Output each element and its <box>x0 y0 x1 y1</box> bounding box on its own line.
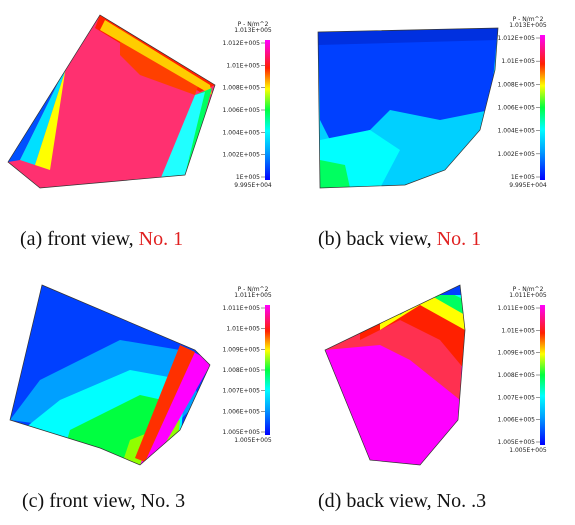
colorbar: P - N/m^21.011E+0051.011E+0051.01E+0051.… <box>498 286 547 454</box>
contour-b <box>300 20 510 200</box>
colorbar-gradient <box>265 40 270 180</box>
colorbar-gradient <box>265 305 270 435</box>
colorbar-tick-label: 1.002E+005 <box>498 151 536 158</box>
colorbar-tick-label: 1.008E+005 <box>498 372 536 379</box>
colorbar-tick-label: 1E+005 <box>511 174 535 181</box>
caption-number: No. .3 <box>437 490 486 512</box>
colorbar-gradient <box>540 35 545 180</box>
colorbar-tick-label: 1.006E+005 <box>498 105 536 112</box>
caption-text: (b) back view, <box>318 228 432 250</box>
caption: (c) front view, No. 3 <box>22 490 185 512</box>
colorbar-min: 9.995E+004 <box>509 182 547 189</box>
colorbar-tick-label: 1.006E+005 <box>223 107 261 114</box>
colorbar-tick-label: 1.005E+005 <box>498 439 536 446</box>
colorbar-tick-label: 1.006E+005 <box>498 417 536 424</box>
colorbar-min: 1.005E+005 <box>234 437 272 444</box>
caption-text: (c) front view, <box>22 490 136 512</box>
colorbar-tick-label: 1.007E+005 <box>498 394 536 401</box>
colorbar-max: 1.013E+005 <box>234 27 272 34</box>
colorbar-tick-label: 1.012E+005 <box>498 35 536 42</box>
colorbar-tick-label: 1.004E+005 <box>223 129 261 136</box>
colorbar-tick-label: 1.01E+005 <box>501 327 535 334</box>
caption-text: (a) front view, <box>20 228 134 250</box>
colorbar-max: 1.013E+005 <box>509 22 547 29</box>
colorbar-tick-label: 1.011E+005 <box>498 305 536 312</box>
colorbar-tick-label: 1.01E+005 <box>226 62 260 69</box>
caption-number: No. 1 <box>139 228 183 250</box>
colorbar-tick-label: 1.004E+005 <box>498 128 536 135</box>
contour-c <box>0 280 220 470</box>
colorbar-tick-label: 1.009E+005 <box>223 346 261 353</box>
colorbar-max: 1.011E+005 <box>509 292 547 299</box>
colorbar-tick-label: 1.005E+005 <box>223 429 261 436</box>
colorbar-tick-label: 1.008E+005 <box>223 85 261 92</box>
colorbar-tick-label: 1.009E+005 <box>498 350 536 357</box>
colorbar: P - N/m^21.013E+0051.012E+0051.01E+0051.… <box>498 16 547 189</box>
colorbar-tick-label: 1.012E+005 <box>223 40 261 47</box>
colorbar: P - N/m^21.013E+0051.012E+0051.01E+0051.… <box>223 21 272 189</box>
colorbar-tick-label: 1.01E+005 <box>226 326 260 333</box>
colorbar-tick-label: 1.002E+005 <box>223 152 261 159</box>
figure: (a) front view, No. 1 (b) back view, No.… <box>0 0 575 525</box>
caption: (a) front view, No. 1 <box>20 228 183 250</box>
caption: (b) back view, No. 1 <box>318 228 481 250</box>
caption-number: No. 1 <box>437 228 481 250</box>
contour-a <box>0 0 230 200</box>
caption-number: No. 3 <box>141 490 185 512</box>
colorbar-tick-label: 1.008E+005 <box>223 367 261 374</box>
caption-text: (d) back view, <box>318 490 432 512</box>
colorbar-min: 9.995E+004 <box>234 182 272 189</box>
colorbar-tick-label: 1.01E+005 <box>501 58 535 65</box>
colorbar-tick-label: 1E+005 <box>236 174 260 181</box>
colorbar-tick-label: 1.008E+005 <box>498 81 536 88</box>
caption: (d) back view, No. .3 <box>318 490 486 512</box>
colorbar-tick-label: 1.006E+005 <box>223 408 261 415</box>
colorbar-min: 1.005E+005 <box>509 447 547 454</box>
colorbar: P - N/m^21.011E+0051.011E+0051.01E+0051.… <box>223 286 272 444</box>
colorbar-max: 1.011E+005 <box>234 292 272 299</box>
colorbar-tick-label: 1.007E+005 <box>223 388 261 395</box>
colorbar-tick-label: 1.011E+005 <box>223 305 261 312</box>
colorbar-gradient <box>540 305 545 445</box>
contour-d <box>320 280 470 470</box>
